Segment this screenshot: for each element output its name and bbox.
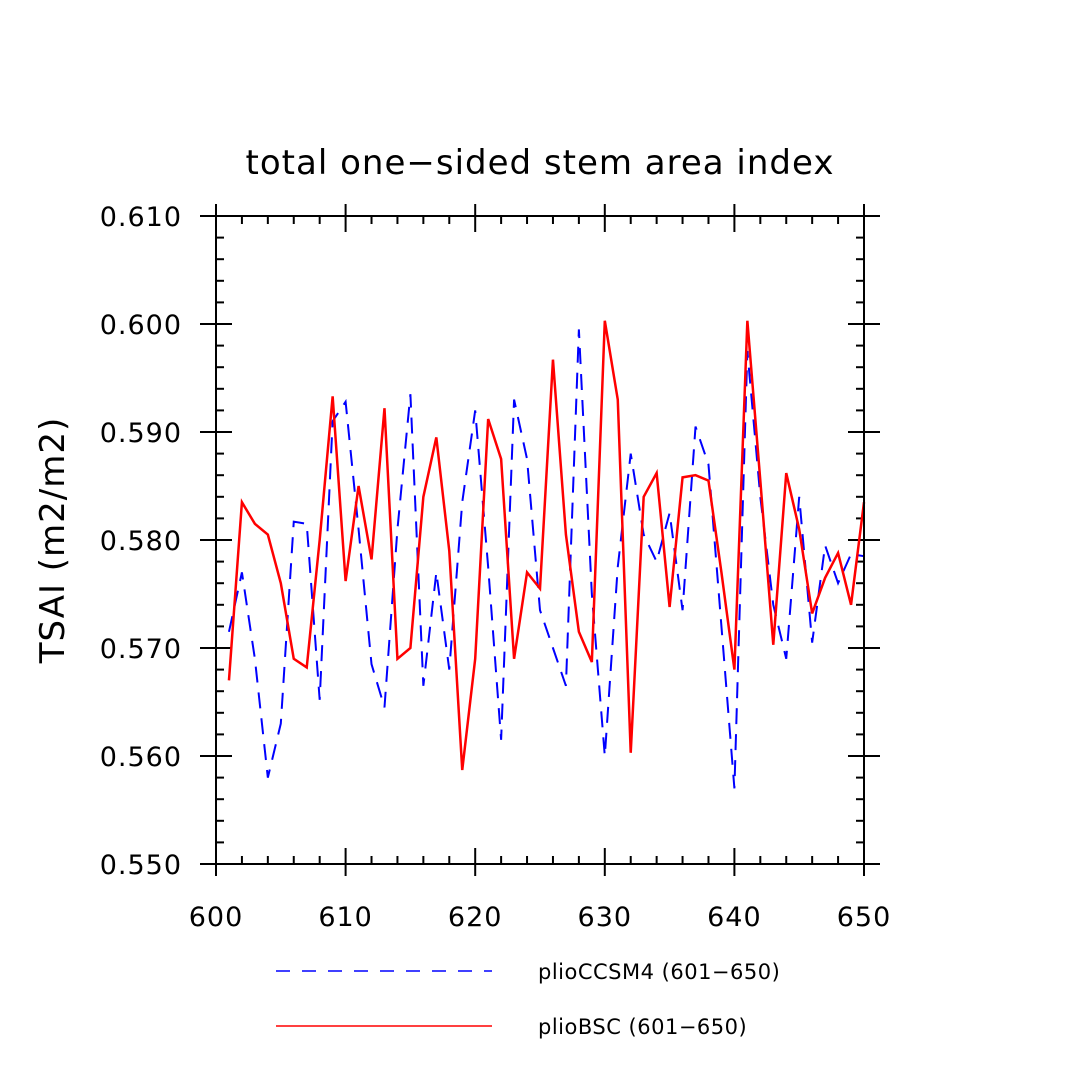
- y-tick-label: 0.560: [100, 742, 182, 773]
- y-tick-label: 0.550: [100, 850, 182, 881]
- x-tick-label: 600: [189, 902, 244, 933]
- plot-frame: [215, 215, 865, 865]
- y-tick-label: 0.580: [100, 526, 182, 557]
- legend: plioCCSM4 (601−650) plioBSC (601−650): [276, 960, 780, 1039]
- x-tick-label: 630: [578, 902, 633, 933]
- chart-title: total one−sided stem area index: [246, 143, 835, 183]
- x-axis-ticks: 600 610 620 630 640 650: [189, 204, 892, 933]
- y-tick-label: 0.590: [100, 418, 182, 449]
- x-tick-label: 640: [707, 902, 762, 933]
- y-axis-ticks: 0.550 0.560 0.570 0.580 0.590 0.600 0.610: [100, 202, 880, 881]
- x-tick-label: 650: [837, 902, 892, 933]
- series-layer: [227, 320, 866, 789]
- x-tick-label: 610: [318, 902, 373, 933]
- y-tick-label: 0.610: [100, 202, 182, 233]
- legend-label-pliocssm4: plioCCSM4 (601−650): [538, 960, 780, 984]
- series-line-1: [227, 320, 866, 771]
- x-tick-label: 620: [448, 902, 503, 933]
- y-axis-label: TSAI (m2/m2): [33, 417, 73, 665]
- legend-label-pliobsc: plioBSC (601−650): [538, 1015, 747, 1039]
- y-tick-label: 0.600: [100, 310, 182, 341]
- y-tick-label: 0.570: [100, 634, 182, 665]
- series-line-0: [227, 329, 865, 789]
